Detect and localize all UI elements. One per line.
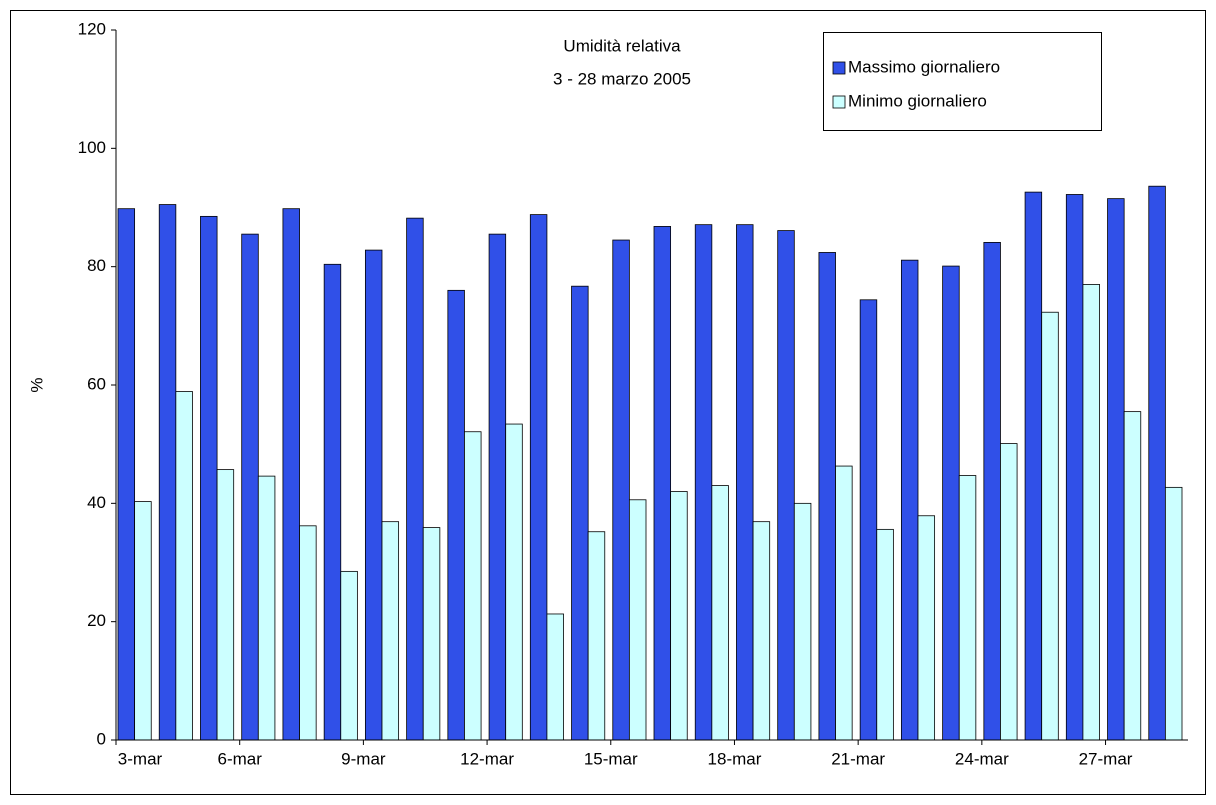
- bar: [612, 239, 630, 741]
- y-tick-label: 60: [87, 374, 106, 393]
- bar: [282, 208, 300, 741]
- bar: [711, 485, 729, 741]
- bar: [835, 465, 853, 741]
- legend-label: Minimo giornaliero: [848, 91, 987, 110]
- bar: [859, 299, 878, 741]
- bar: [900, 259, 919, 741]
- bar: [876, 528, 894, 741]
- legend-swatch: [832, 95, 846, 109]
- bar: [571, 285, 589, 741]
- bar: [1041, 311, 1059, 741]
- bar: [406, 217, 424, 741]
- legend-swatch: [832, 61, 846, 75]
- bar: [241, 233, 259, 741]
- y-tick-label: 40: [87, 493, 106, 512]
- y-tick-label: 100: [78, 138, 106, 157]
- bar: [381, 521, 400, 741]
- bar: [529, 214, 548, 741]
- x-tick-label: 15-mar: [584, 749, 638, 768]
- chart-title: Umidità relativa: [563, 36, 681, 55]
- x-tick-label: 24-mar: [955, 749, 1009, 768]
- bar: [1164, 486, 1183, 741]
- bar: [983, 242, 1001, 741]
- chart-subtitle: 3 - 28 marzo 2005: [553, 69, 691, 88]
- bar: [653, 226, 672, 741]
- bar: [1024, 191, 1043, 741]
- bar: [777, 230, 795, 741]
- bar: [422, 527, 441, 741]
- bar: [323, 263, 342, 741]
- x-tick-label: 3-mar: [118, 749, 163, 768]
- bar: [216, 469, 235, 741]
- bar: [1123, 411, 1142, 741]
- bar: [134, 501, 152, 741]
- bar: [117, 208, 136, 741]
- x-tick-label: 21-mar: [831, 749, 885, 768]
- bar: [158, 204, 177, 741]
- bar: [958, 475, 977, 741]
- x-tick-label: 18-mar: [708, 749, 762, 768]
- bar: [1000, 443, 1018, 741]
- bar: [200, 215, 218, 741]
- legend-label: Massimo giornaliero: [848, 57, 1000, 76]
- x-tick-label: 27-mar: [1079, 749, 1133, 768]
- bar: [447, 289, 465, 741]
- x-tick-label: 12-mar: [460, 749, 514, 768]
- y-axis-label: %: [27, 377, 46, 392]
- bar: [818, 252, 836, 741]
- y-tick-label: 0: [97, 729, 106, 748]
- bar: [546, 613, 564, 741]
- y-tick-label: 20: [87, 611, 106, 630]
- bar: [299, 525, 317, 741]
- bar: [736, 224, 754, 741]
- bar: [340, 570, 358, 741]
- bar: [257, 475, 276, 741]
- x-tick-label: 6-mar: [217, 749, 262, 768]
- y-tick-label: 120: [78, 19, 106, 38]
- legend-box: [823, 32, 1102, 131]
- bar: [1082, 284, 1100, 741]
- bar: [488, 233, 507, 741]
- bar: [1148, 185, 1166, 741]
- bar: [694, 224, 713, 741]
- bar: [628, 499, 647, 741]
- bar: [1065, 194, 1084, 741]
- bar: [670, 491, 688, 741]
- bar: [942, 265, 960, 741]
- bar: [1107, 198, 1125, 741]
- bar: [505, 423, 523, 741]
- bar: [464, 431, 482, 741]
- bar: [752, 521, 771, 741]
- bar: [917, 515, 936, 741]
- bar: [793, 502, 812, 741]
- y-tick-label: 80: [87, 256, 106, 275]
- x-tick-label: 9-mar: [341, 749, 386, 768]
- bar: [587, 531, 606, 741]
- bar: [364, 249, 383, 741]
- bar: [175, 391, 193, 741]
